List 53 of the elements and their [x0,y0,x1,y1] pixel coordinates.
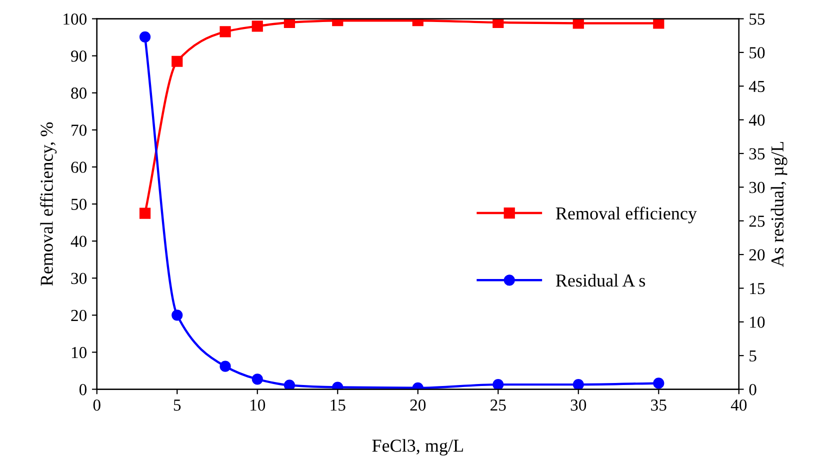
point [572,18,584,29]
y-tick-label: 30 [71,272,87,284]
y2-tick-label: 40 [748,114,765,126]
point [172,310,183,321]
x-axis-title: FeCl3, mg/L [372,439,463,456]
point [252,374,263,385]
y2-tick-label: 20 [749,249,765,260]
y2-tick-label: 10 [750,316,765,328]
y2-tick-label: 30 [749,182,765,194]
y2-tick-label: 0 [749,384,756,396]
point [139,208,151,219]
y-tick-label: 50 [71,198,87,210]
y-tick-label: 0 [79,384,87,396]
point [139,31,151,43]
y-tick-label: 10 [72,346,87,358]
point [492,379,504,390]
y2-tick-label: 45 [748,80,765,92]
legend-label: Removal efficiency [556,206,697,224]
y2-tick-label: 25 [749,216,765,227]
y-tick-label: 40 [70,236,87,248]
point [220,26,231,38]
x-tick-label: 30 [570,399,586,411]
y2-tick-label: 5 [750,350,756,362]
y2-tick-label: 55 [750,14,765,25]
y-tick-label: 20 [71,310,87,322]
y-tick-label: 80 [71,88,87,99]
x-tick-label: 15 [330,400,346,411]
point [284,18,296,28]
point [572,379,584,390]
x-tick-label: 20 [410,399,426,411]
x-tick-label: 5 [174,400,181,411]
y-tick-label: 60 [71,162,87,173]
legend-label: Residual A s [556,274,646,287]
point [492,18,504,28]
y2-tick-label: 50 [750,47,765,58]
y2-tick-label: 35 [749,148,765,160]
x-tick-label: 10 [250,399,266,411]
point [172,56,183,67]
point [284,380,296,390]
point [252,20,263,32]
y-tick-label: 100 [64,13,87,25]
x-tick-label: 25 [490,400,506,411]
y-axis-title: Removal efficiency, % [40,122,57,286]
x-tick-label: 0 [93,399,100,411]
y-tick-label: 70 [72,124,87,136]
x-tick-label: 35 [651,400,666,411]
y2-tick-label: 15 [750,283,765,294]
y-tick-label: 90 [71,50,87,62]
point [653,378,664,389]
point [220,360,231,372]
point [653,18,664,29]
x-tick-label: 40 [730,399,747,411]
y2-axis-title: As residual, µg/L [770,142,788,267]
